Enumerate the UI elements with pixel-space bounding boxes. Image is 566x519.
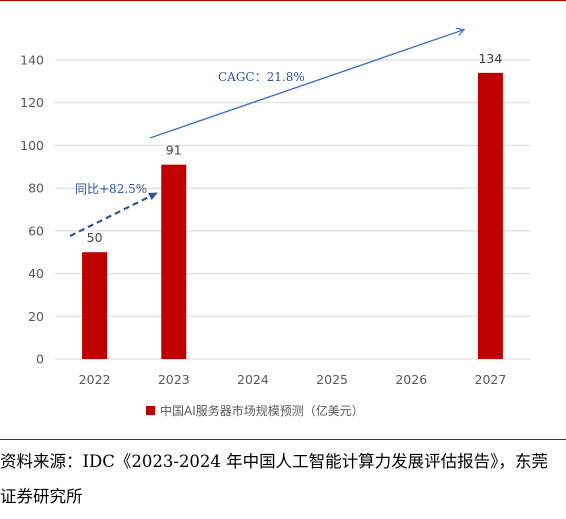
y-tick-label: 120 bbox=[20, 95, 44, 110]
y-axis: 0 20 40 60 80 100 120 140 bbox=[20, 53, 44, 367]
yoy-arrow bbox=[69, 192, 158, 237]
gridlines bbox=[55, 59, 530, 360]
annotations: 同比+82.5% CAGC：21.8% bbox=[69, 30, 463, 237]
x-tick-label: 2024 bbox=[237, 372, 269, 387]
bars bbox=[82, 72, 503, 360]
y-tick-label: 20 bbox=[28, 309, 44, 324]
y-tick-label: 40 bbox=[28, 266, 44, 281]
y-tick-label: 140 bbox=[20, 53, 44, 68]
source-note: 资料来源：IDC《2023-2024 年中国人工智能计算力发展评估报告》，东莞证… bbox=[0, 452, 548, 506]
bar bbox=[161, 164, 187, 359]
x-axis: 2022 2023 2024 2025 2026 2027 bbox=[79, 372, 507, 387]
data-label: 50 bbox=[87, 230, 103, 245]
y-tick-label: 80 bbox=[28, 181, 44, 196]
x-tick-label: 2027 bbox=[475, 372, 507, 387]
x-tick-label: 2025 bbox=[316, 372, 348, 387]
data-labels: 50 91 134 bbox=[87, 51, 503, 245]
bar bbox=[477, 72, 503, 360]
top-rule bbox=[0, 0, 566, 1]
legend-label: 中国AI服务器市场规模预测（亿美元） bbox=[160, 403, 364, 418]
legend: 中国AI服务器市场规模预测（亿美元） bbox=[146, 403, 364, 418]
source-rule bbox=[0, 439, 566, 440]
y-tick-label: 100 bbox=[20, 138, 44, 153]
x-tick-label: 2022 bbox=[79, 372, 111, 387]
x-tick-label: 2023 bbox=[158, 372, 190, 387]
data-label: 91 bbox=[166, 143, 182, 158]
bar bbox=[82, 252, 108, 359]
y-tick-label: 60 bbox=[28, 223, 44, 238]
x-tick-label: 2026 bbox=[395, 372, 427, 387]
yoy-label: 同比+82.5% bbox=[75, 182, 147, 196]
y-tick-label: 0 bbox=[36, 352, 44, 367]
legend-swatch bbox=[146, 406, 155, 415]
cagr-arrow bbox=[149, 30, 463, 139]
data-label: 134 bbox=[478, 51, 502, 66]
cagr-label: CAGC：21.8% bbox=[218, 70, 305, 84]
